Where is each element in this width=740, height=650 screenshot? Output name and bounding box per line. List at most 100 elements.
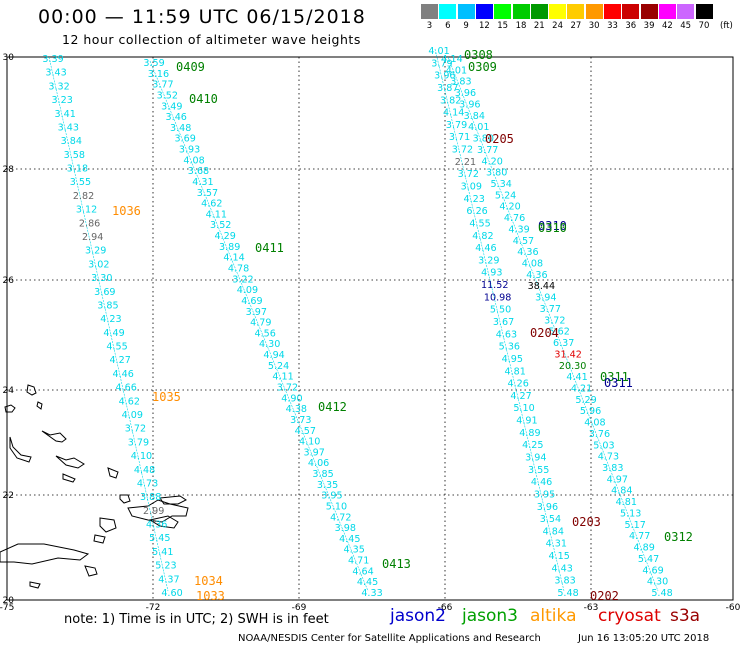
legend-label: 45 bbox=[680, 21, 692, 31]
pass-label: 0308 bbox=[464, 48, 493, 62]
wave-height-value: 4.82 bbox=[472, 231, 493, 242]
wave-height-value: 4.91 bbox=[516, 416, 537, 427]
satellite-name: jason2 bbox=[390, 606, 446, 626]
wave-height-value: 4.36 bbox=[146, 520, 167, 531]
wave-height-value: 3.73 bbox=[290, 415, 311, 426]
wave-height-value: 5.41 bbox=[152, 547, 173, 558]
wave-height-value: 4.43 bbox=[551, 563, 572, 574]
wave-height-value: 3.69 bbox=[174, 134, 195, 145]
wave-height-value: 4.73 bbox=[598, 452, 619, 463]
caribbean-coastline bbox=[0, 384, 189, 589]
wave-height-value: 3.46 bbox=[166, 112, 187, 123]
wave-height-value: 4.36 bbox=[517, 247, 538, 258]
wave-height-value: 4.37 bbox=[158, 574, 179, 585]
wave-height-value: 4.27 bbox=[109, 355, 130, 366]
wave-height-value: 3.72 bbox=[277, 382, 298, 393]
wave-height-value: 4.57 bbox=[295, 426, 316, 437]
wave-height-value: 5.13 bbox=[620, 508, 641, 519]
wave-height-value: 4.84 bbox=[611, 486, 632, 497]
coastline-segment bbox=[148, 515, 179, 529]
wave-height-value: 3.22 bbox=[232, 274, 253, 285]
legend-swatch bbox=[439, 4, 457, 19]
track-line bbox=[149, 60, 369, 592]
wave-height-value: 4.35 bbox=[344, 545, 365, 556]
wave-height-value: 3.88 bbox=[140, 492, 161, 503]
legend-label: 39 bbox=[643, 21, 655, 31]
legend-swatch bbox=[567, 4, 585, 19]
wave-height-value: 4.21 bbox=[571, 383, 592, 394]
wave-height-value: 5.62 bbox=[549, 327, 570, 338]
wave-height-value: 3.12 bbox=[76, 205, 97, 216]
wave-height-value: 3.82 bbox=[440, 95, 461, 106]
wave-height-value: 4.33 bbox=[361, 588, 382, 599]
legend-label: 42 bbox=[661, 21, 673, 31]
wave-height-value: 4.97 bbox=[607, 474, 628, 485]
pass-label: 0203 bbox=[572, 515, 601, 529]
wave-height-value: 5.23 bbox=[155, 561, 176, 572]
wave-height-value: 3.43 bbox=[45, 68, 66, 79]
wave-height-value: 3.72 bbox=[452, 145, 473, 156]
legend-swatch bbox=[475, 4, 493, 19]
wave-height-value: 4.08 bbox=[522, 259, 543, 270]
legend-swatch bbox=[512, 4, 530, 19]
satellite-name: jason3 bbox=[462, 606, 518, 626]
wave-height-value: 3.87 bbox=[437, 83, 458, 94]
wave-height-value: 4.95 bbox=[502, 354, 523, 365]
legend-label: 21 bbox=[533, 21, 545, 31]
wave-height-value: 3.16 bbox=[148, 69, 169, 80]
legend-swatch bbox=[604, 4, 621, 19]
wave-height-value: 4.81 bbox=[616, 497, 637, 508]
wave-height-value: 4.69 bbox=[642, 565, 663, 576]
wave-height-value: 3.97 bbox=[246, 307, 267, 318]
longitude-tick-label: -66 bbox=[438, 603, 453, 613]
wave-height-value: 3.71 bbox=[449, 132, 470, 143]
credit-line: NOAA/NESDIS Center for Satellite Applica… bbox=[238, 633, 541, 644]
pass-label: 1036 bbox=[112, 204, 141, 218]
wave-height-value: 3.72 bbox=[544, 315, 565, 326]
wave-height-value: 5.10 bbox=[513, 403, 534, 414]
wave-height-value: 3.29 bbox=[85, 246, 106, 257]
wave-height-value: 5.34 bbox=[490, 179, 511, 190]
wave-height-value: 4.11 bbox=[206, 209, 227, 220]
wave-height-value: 3.59 bbox=[143, 58, 164, 69]
wave-height-value: 3.57 bbox=[197, 188, 218, 199]
wave-height-value: 4.71 bbox=[348, 556, 369, 567]
wave-height-value: 4.63 bbox=[496, 329, 517, 340]
wave-height-value: 3.02 bbox=[88, 259, 109, 270]
pass-label: 0410 bbox=[189, 92, 218, 106]
wave-height-value: 4.06 bbox=[308, 458, 329, 469]
wave-height-value: 4.09 bbox=[122, 410, 143, 421]
wave-height-value: 4.29 bbox=[214, 231, 235, 242]
wave-height-value: 4.14 bbox=[443, 108, 464, 119]
wave-height-value: 5.48 bbox=[557, 588, 578, 599]
wave-height-value: 4.30 bbox=[647, 577, 668, 588]
wave-height-value: 3.77 bbox=[540, 304, 561, 315]
wave-height-value: 4.09 bbox=[237, 285, 258, 296]
longitude-tick-label: -69 bbox=[292, 603, 307, 613]
wave-height-value: 4.78 bbox=[228, 264, 249, 275]
legend-swatch bbox=[421, 4, 438, 19]
wave-height-value: 5.47 bbox=[638, 554, 659, 565]
pass-label: 0310 bbox=[538, 221, 567, 235]
wave-height-value: 6.37 bbox=[553, 338, 574, 349]
wave-height-value: 4.62 bbox=[201, 199, 222, 210]
legend-label: 18 bbox=[515, 21, 527, 31]
coastline-segment bbox=[4, 404, 16, 413]
legend-swatch bbox=[549, 4, 567, 19]
wave-height-value: 4.20 bbox=[499, 202, 520, 213]
wave-height-value: 3.96 bbox=[434, 71, 455, 82]
wave-height-value: 3.97 bbox=[303, 447, 324, 458]
wave-height-value: 20.30 bbox=[559, 361, 586, 372]
wave-height-value: 3.94 bbox=[535, 293, 556, 304]
wave-height-value: 2.82 bbox=[73, 191, 94, 202]
coastline-segment bbox=[29, 581, 41, 589]
wave-height-value: 3.49 bbox=[161, 101, 182, 112]
wave-height-value: 4.89 bbox=[633, 543, 654, 554]
wave-height-value: 3.69 bbox=[94, 287, 115, 298]
wave-height-value: 4.45 bbox=[357, 577, 378, 588]
coastline-segment bbox=[62, 473, 76, 483]
wave-height-value: 4.23 bbox=[100, 314, 121, 325]
pass-label: 0205 bbox=[485, 132, 514, 146]
coastline-segment bbox=[9, 436, 32, 463]
